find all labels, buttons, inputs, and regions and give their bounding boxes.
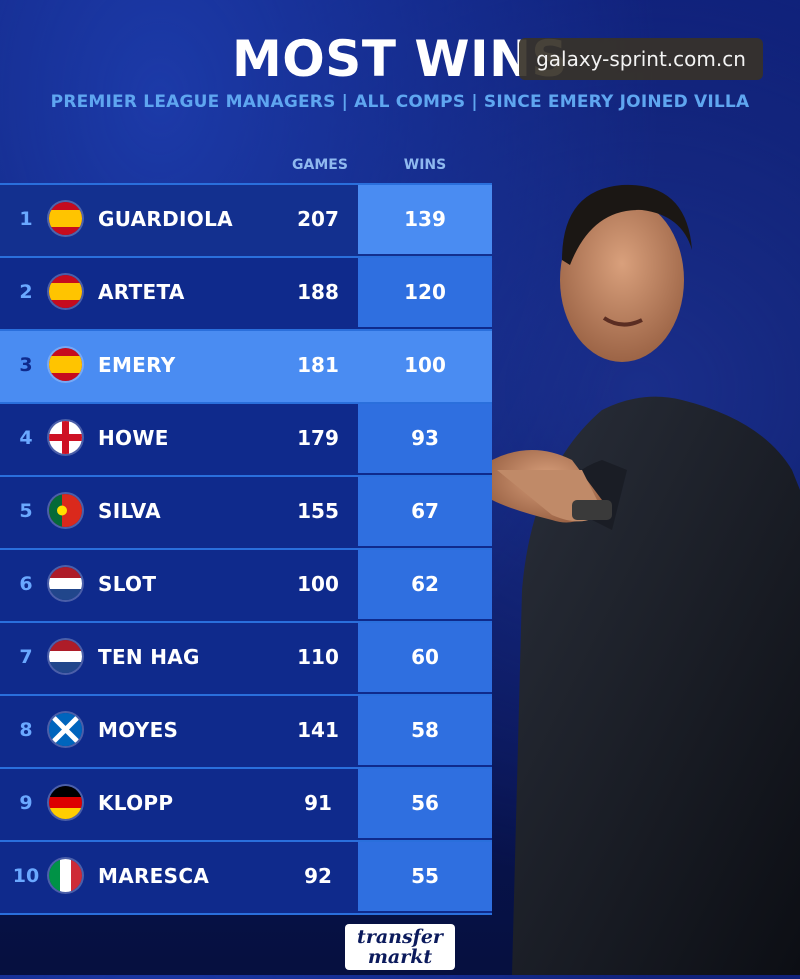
rank-number: 7: [19, 646, 33, 668]
table-row: 6 SLOT 100 62: [0, 550, 492, 623]
germany-flag-icon: [49, 786, 82, 819]
wins-value: 93: [358, 404, 492, 473]
rank-number: 10: [12, 865, 40, 887]
logo-line1: transfer: [357, 926, 443, 948]
wins-table: 1 GUARDIOLA 207 139 2 ARTETA 188 120 3 E…: [0, 183, 492, 915]
wins-value: 55: [358, 842, 492, 911]
wins-value: 56: [358, 769, 492, 838]
england-flag-icon: [49, 421, 82, 454]
watermark-badge: galaxy-sprint.com.cn: [519, 38, 763, 80]
wins-value: 58: [358, 696, 492, 765]
manager-name: EMERY: [98, 353, 176, 377]
spain-flag-icon: [49, 275, 82, 308]
games-value: 92: [304, 864, 332, 888]
games-value: 155: [297, 499, 339, 523]
table-row: 9 KLOPP 91 56: [0, 769, 492, 842]
rank-number: 1: [19, 208, 33, 230]
table-row: 7 TEN HAG 110 60: [0, 623, 492, 696]
manager-name: MARESCA: [98, 864, 210, 888]
wins-value: 120: [358, 258, 492, 327]
wins-value: 100: [358, 331, 492, 400]
games-value: 207: [297, 207, 339, 231]
table-row: 4 HOWE 179 93: [0, 404, 492, 477]
italy-flag-icon: [49, 859, 82, 892]
wins-value: 139: [358, 185, 492, 254]
table-row: 5 SILVA 155 67: [0, 477, 492, 550]
wins-value: 62: [358, 550, 492, 619]
table-row: 10 MARESCA 92 55: [0, 842, 492, 915]
games-value: 188: [297, 280, 339, 304]
transfermarkt-logo: transfer markt: [345, 924, 455, 970]
rank-number: 4: [19, 427, 33, 449]
page-title: MOST WINS: [232, 30, 568, 88]
table-row: 2 ARTETA 188 120: [0, 258, 492, 331]
netherlands-flag-icon: [49, 567, 82, 600]
rank-number: 8: [19, 719, 33, 741]
games-value: 91: [304, 791, 332, 815]
portugal-flag-icon: [49, 494, 82, 527]
games-value: 181: [297, 353, 339, 377]
column-header-wins: WINS: [403, 157, 447, 173]
manager-name: SILVA: [98, 499, 161, 523]
rank-number: 9: [19, 792, 33, 814]
manager-name: KLOPP: [98, 791, 174, 815]
games-value: 141: [297, 718, 339, 742]
wins-value: 67: [358, 477, 492, 546]
games-value: 179: [297, 426, 339, 450]
spain-flag-icon: [49, 348, 82, 381]
page-subtitle: PREMIER LEAGUE MANAGERS | ALL COMPS | SI…: [50, 92, 750, 112]
table-row-highlighted: 3 EMERY 181 100: [0, 331, 492, 404]
manager-name: TEN HAG: [98, 645, 200, 669]
spain-flag-icon: [49, 202, 82, 235]
games-value: 110: [297, 645, 339, 669]
column-header-games: GAMES: [292, 157, 348, 173]
manager-name: MOYES: [98, 718, 179, 742]
manager-name: GUARDIOLA: [98, 207, 233, 231]
wins-value: 60: [358, 623, 492, 692]
scotland-flag-icon: [49, 713, 82, 746]
rank-number: 2: [19, 281, 33, 303]
rank-number: 5: [19, 500, 33, 522]
netherlands-flag-icon: [49, 640, 82, 673]
manager-name: SLOT: [98, 572, 157, 596]
rank-number: 6: [19, 573, 33, 595]
manager-name: ARTETA: [98, 280, 185, 304]
manager-name: HOWE: [98, 426, 169, 450]
table-row: 1 GUARDIOLA 207 139: [0, 183, 492, 258]
table-row: 8 MOYES 141 58: [0, 696, 492, 769]
games-value: 100: [297, 572, 339, 596]
logo-line2: markt: [367, 946, 433, 968]
manager-photo: [492, 170, 800, 975]
rank-number: 3: [19, 354, 33, 376]
